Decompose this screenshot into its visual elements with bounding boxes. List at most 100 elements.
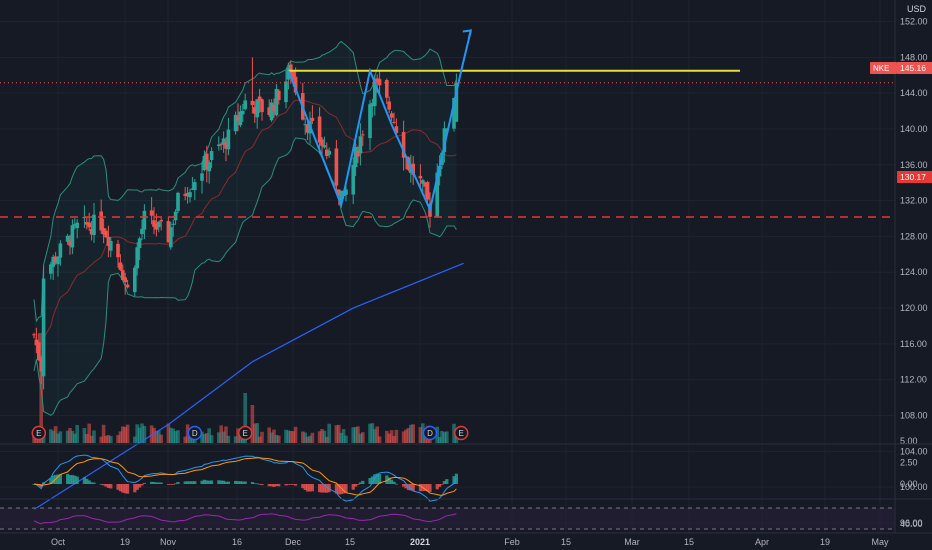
candle-body: [159, 220, 163, 222]
macd-histogram-bar: [102, 484, 106, 486]
x-tick-label: 15: [345, 537, 355, 547]
macd-histogram-bar: [68, 475, 72, 484]
x-tick-label: Dec: [285, 537, 302, 547]
macd-histogram-bar: [294, 484, 298, 486]
candle-body: [121, 270, 125, 280]
macd-tick-label: 0.00: [900, 479, 918, 489]
volume-bar: [353, 427, 358, 443]
candle-body: [370, 102, 375, 107]
volume-bar: [75, 424, 79, 443]
earnings-marker[interactable]: E: [453, 425, 469, 441]
macd-histogram-bar: [70, 475, 74, 484]
candle-body: [327, 150, 331, 155]
macd-histogram-bar: [438, 484, 442, 487]
macd-histogram-bar: [255, 483, 259, 485]
bollinger-fill: [34, 41, 457, 416]
candle-body: [337, 189, 341, 196]
volume-bar: [152, 427, 156, 443]
volume-bar: [289, 430, 293, 443]
candle-body: [401, 131, 406, 158]
macd-histogram-bar: [126, 484, 130, 494]
x-tick-label: Feb: [504, 537, 520, 547]
x-tick-label: Nov: [160, 537, 177, 547]
volume-bar: [142, 425, 147, 443]
y-tick-label: 112.00: [900, 375, 927, 385]
macd-histogram-bar: [375, 473, 379, 484]
signal-line: [33, 457, 457, 496]
volume-bar: [173, 431, 178, 443]
x-tick-label: 15: [684, 537, 694, 547]
macd-histogram-bar: [190, 481, 194, 484]
macd-histogram-bar: [392, 481, 396, 484]
candle-body: [284, 81, 288, 103]
macd-histogram-bar: [51, 475, 55, 484]
candle-body: [454, 82, 459, 122]
volume-bar: [437, 436, 442, 443]
macd-histogram-bar: [224, 481, 228, 484]
candle-body: [169, 227, 173, 248]
dividend-marker[interactable]: D: [187, 425, 203, 441]
macd-histogram-bar: [157, 482, 161, 484]
macd-histogram-bar: [308, 484, 312, 492]
candle-body: [219, 143, 223, 145]
drawing-tools[interactable]: [0, 29, 895, 218]
macd-histogram-bar: [390, 479, 394, 484]
earnings-marker[interactable]: E: [237, 425, 253, 441]
volume-bar: [361, 432, 365, 443]
volume-bar: [327, 423, 331, 443]
volume-bar: [411, 424, 415, 443]
candle-body: [353, 146, 358, 167]
macd-histogram-bar: [85, 478, 89, 484]
volume-bar: [284, 429, 288, 443]
volume-bar: [253, 423, 257, 443]
macd-histogram-bar: [243, 481, 247, 484]
macd-tick-label: 2.50: [900, 458, 918, 468]
macd-histogram-bar: [385, 475, 389, 484]
volume-bar: [217, 432, 221, 443]
volume-bar: [341, 429, 346, 443]
macd-histogram-bar: [92, 482, 96, 484]
candle-body: [224, 142, 228, 149]
volume-bar: [301, 431, 305, 443]
candle-body: [125, 284, 130, 288]
volume-bar: [99, 436, 103, 443]
y-tick-label: 132.00: [900, 196, 928, 206]
candle-body: [152, 220, 156, 227]
macd-histogram-bar: [435, 484, 439, 490]
volume-bar: [209, 435, 214, 443]
candle-body: [166, 221, 171, 243]
volume-bar: [118, 431, 123, 443]
macd-histogram-bar: [58, 474, 62, 484]
macd-histogram-bar: [188, 481, 192, 484]
volume-bar: [303, 432, 307, 443]
candle-body: [65, 235, 70, 242]
dividend-marker[interactable]: D: [422, 425, 438, 441]
volume-bar: [123, 426, 127, 443]
macd-histogram-bar: [75, 476, 79, 484]
candle-body: [392, 121, 396, 123]
candle-body: [274, 88, 279, 116]
candle-body: [135, 247, 139, 269]
volume-bar: [358, 433, 363, 443]
candle-body: [255, 99, 259, 118]
macd-histogram-bar: [135, 484, 139, 490]
candle-body: [373, 79, 377, 107]
macd-histogram-bar: [133, 484, 137, 493]
volume-bar: [226, 435, 231, 443]
y-tick-label: 108.00: [900, 411, 928, 421]
volume-bar: [308, 435, 312, 443]
volume-bar: [104, 435, 108, 443]
candle-body: [394, 126, 399, 134]
volume-bar: [207, 428, 211, 443]
earnings-marker[interactable]: E: [31, 425, 47, 441]
rsi-band: [0, 508, 895, 529]
candle-body: [243, 100, 247, 110]
macd-histogram-bar: [358, 482, 362, 484]
candle-body: [200, 173, 204, 181]
x-tick-label: 19: [820, 537, 830, 547]
last-price-badge: NKE 145.16: [870, 62, 932, 74]
candle-body: [68, 240, 72, 246]
candle-body: [89, 228, 94, 235]
